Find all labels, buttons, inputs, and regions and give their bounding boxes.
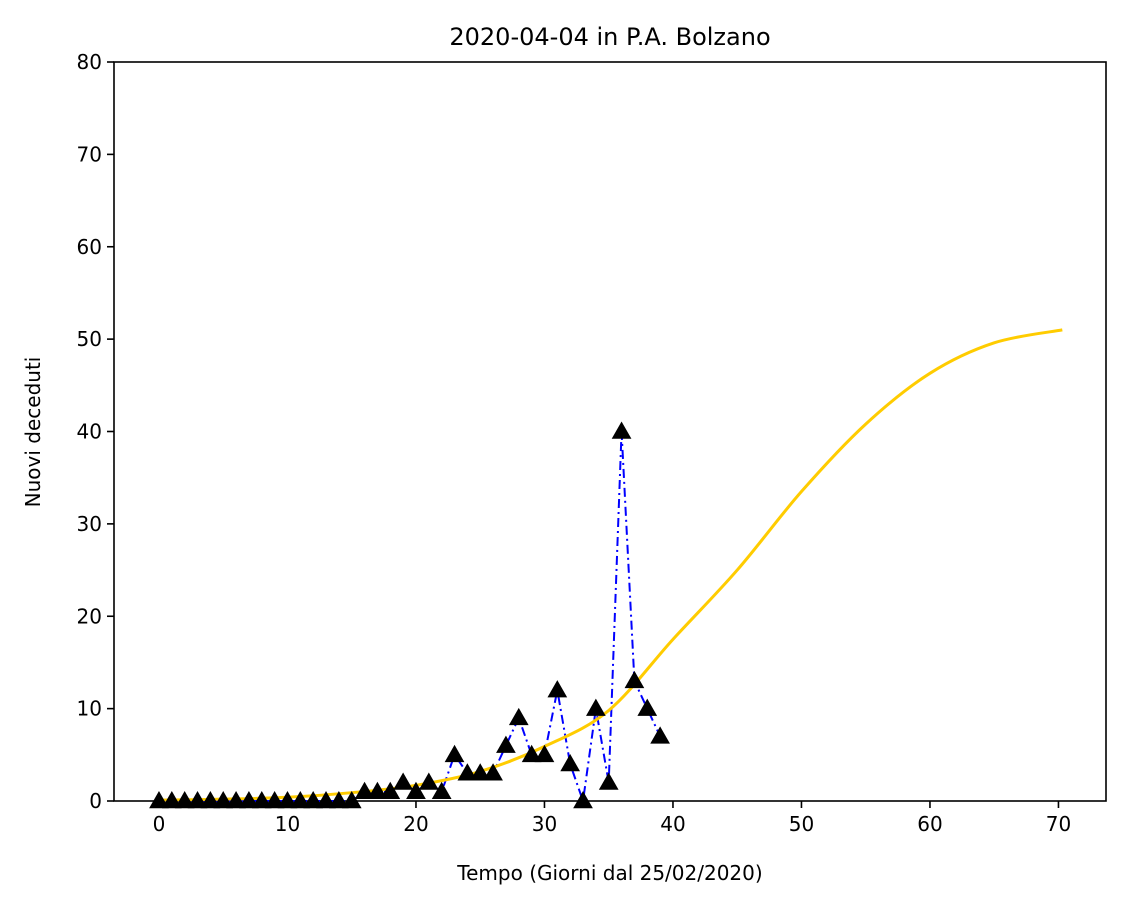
y-tick-label: 80	[77, 50, 102, 74]
data-point-marker	[149, 790, 169, 809]
x-tick-label: 40	[660, 812, 685, 836]
x-tick-label: 60	[917, 812, 942, 836]
data-point-marker	[264, 790, 285, 809]
x-tick-label: 70	[1046, 812, 1071, 836]
data-point-marker	[406, 781, 426, 800]
data-point-marker	[418, 772, 439, 790]
data-point-marker	[573, 790, 593, 809]
data-point-marker	[239, 790, 259, 809]
y-tick-label: 10	[77, 697, 102, 721]
y-axis-label: Nuovi deceduti	[21, 357, 45, 508]
data-point-marker	[560, 754, 581, 772]
plot-area: 0 10 20 30 40 50 60 70 0 10 20 30 40 50 60 70 80	[77, 50, 1107, 836]
x-tick-label: 0	[153, 812, 166, 836]
y-tick-label: 50	[77, 327, 102, 351]
data-point-marker	[624, 670, 645, 689]
y-tick-label: 20	[77, 604, 102, 628]
data-point-marker	[316, 790, 336, 809]
y-tick-label: 60	[77, 235, 102, 259]
data-point-marker	[508, 707, 529, 726]
data-point-marker	[290, 790, 311, 809]
chart-title: 2020-04-04 in P.A. Bolzano	[449, 23, 770, 51]
x-tick-label: 30	[532, 812, 557, 836]
data-point-marker	[277, 790, 298, 809]
data-point-marker	[251, 790, 272, 809]
data-point-marker	[329, 790, 349, 809]
data-point-marker	[367, 781, 388, 800]
data-point-marker	[534, 744, 555, 763]
data-point-marker	[521, 744, 542, 763]
x-tick-label: 50	[789, 812, 814, 836]
y-tick-label: 70	[77, 142, 102, 166]
data-point-marker	[174, 790, 195, 809]
data-point-marker	[547, 680, 568, 698]
data-point-marker	[457, 763, 478, 781]
data-point-marker	[187, 790, 208, 809]
data-point-marker	[354, 781, 375, 800]
data-point-marker	[470, 763, 491, 781]
data-point-marker	[650, 726, 670, 744]
y-tick-label: 0	[89, 789, 102, 813]
data-point-marker	[586, 698, 606, 716]
data-point-marker	[611, 421, 632, 439]
data-point-marker	[483, 763, 503, 781]
data-point-marker	[496, 735, 516, 753]
y-tick-label: 30	[77, 512, 102, 536]
observed-series-line	[158, 431, 662, 802]
data-point-marker	[444, 744, 465, 763]
x-axis-label: Tempo (Giorni dal 25/02/2020)	[456, 861, 762, 885]
data-point-marker	[303, 790, 324, 809]
data-point-marker	[393, 772, 413, 790]
data-point-marker	[637, 698, 658, 716]
data-point-marker	[226, 790, 246, 809]
x-tick-label: 20	[403, 812, 428, 836]
x-tick-label: 10	[275, 812, 300, 836]
data-point-marker	[213, 790, 234, 809]
data-point-marker	[161, 790, 182, 809]
data-point-marker	[380, 781, 401, 800]
data-point-marker	[341, 790, 362, 809]
data-point-marker	[200, 790, 221, 809]
data-point-marker	[598, 772, 619, 790]
data-point-marker	[431, 781, 452, 800]
y-tick-label: 40	[77, 420, 102, 444]
